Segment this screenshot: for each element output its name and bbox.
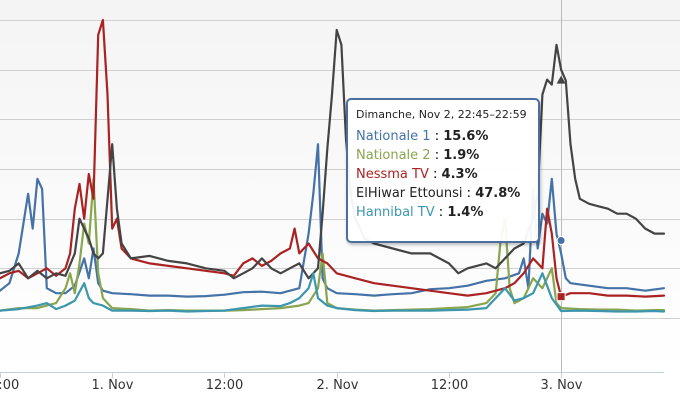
series-line-nessma-tv[interactable] [0, 18, 666, 298]
tooltip-label: Hannibal TV [356, 205, 435, 220]
x-tick-label: 2. Nov [317, 378, 359, 393]
tooltip-value: 47.8% [475, 186, 521, 201]
tooltip: Dimanche, Nov 2, 22:45–22:59 Nationale 1… [346, 98, 540, 243]
tooltip-row-nationale-1: Nationale 1 : 15.6% [356, 127, 530, 146]
marker-nationale-1 [556, 236, 566, 246]
x-tick-label: 3. Nov [541, 378, 583, 393]
tooltip-value: 1.9% [443, 148, 480, 163]
tooltip-separator: : [434, 148, 440, 163]
tooltip-header: Dimanche, Nov 2, 22:45–22:59 [356, 108, 527, 121]
x-tick-label: 12:00 [206, 378, 243, 393]
tooltip-separator: : [434, 129, 440, 144]
tooltip-row-nessma-tv: Nessma TV : 4.3% [356, 165, 530, 184]
x-axis: 12:00 1. Nov 12:00 2. Nov 12:00 3. Nov [0, 372, 664, 393]
plot-background [0, 0, 680, 372]
series-line-elhiwar-ettounsi[interactable] [0, 28, 666, 280]
tooltip-label: Nessma TV [356, 167, 429, 182]
tooltip-label: Nationale 1 [356, 129, 431, 144]
tooltip-row-nationale-2: Nationale 2 : 1.9% [356, 146, 530, 165]
tooltip-row-elhiwar-ettounsi: ElHiwar Ettounsi : 47.8% [356, 184, 530, 203]
x-tick-label: 1. Nov [92, 378, 134, 393]
x-tick-label: 12:00 [431, 378, 468, 393]
tooltip-value: 4.3% [441, 167, 478, 182]
tooltip-label: ElHiwar Ettounsi [356, 186, 463, 201]
tooltip-label: Nationale 2 [356, 148, 431, 163]
tooltip-separator: : [438, 205, 444, 220]
tooltip-value: 1.4% [447, 205, 484, 220]
marker-nessma-tv [556, 292, 566, 302]
x-tick-label: 12:00 [0, 378, 19, 393]
series-line-nationale-2[interactable] [0, 177, 666, 312]
tooltip-value: 15.6% [443, 129, 489, 144]
marker-elhiwar-ettounsi [556, 75, 566, 84]
series-lines[interactable] [0, 18, 666, 313]
hover-markers [556, 75, 566, 302]
tooltip-row-hannibal-tv: Hannibal TV : 1.4% [356, 203, 530, 222]
series-line-nationale-1[interactable] [0, 143, 666, 298]
tooltip-separator: : [433, 167, 438, 182]
series-line-hannibal-tv[interactable] [0, 272, 666, 313]
tooltip-separator: : [466, 186, 472, 201]
